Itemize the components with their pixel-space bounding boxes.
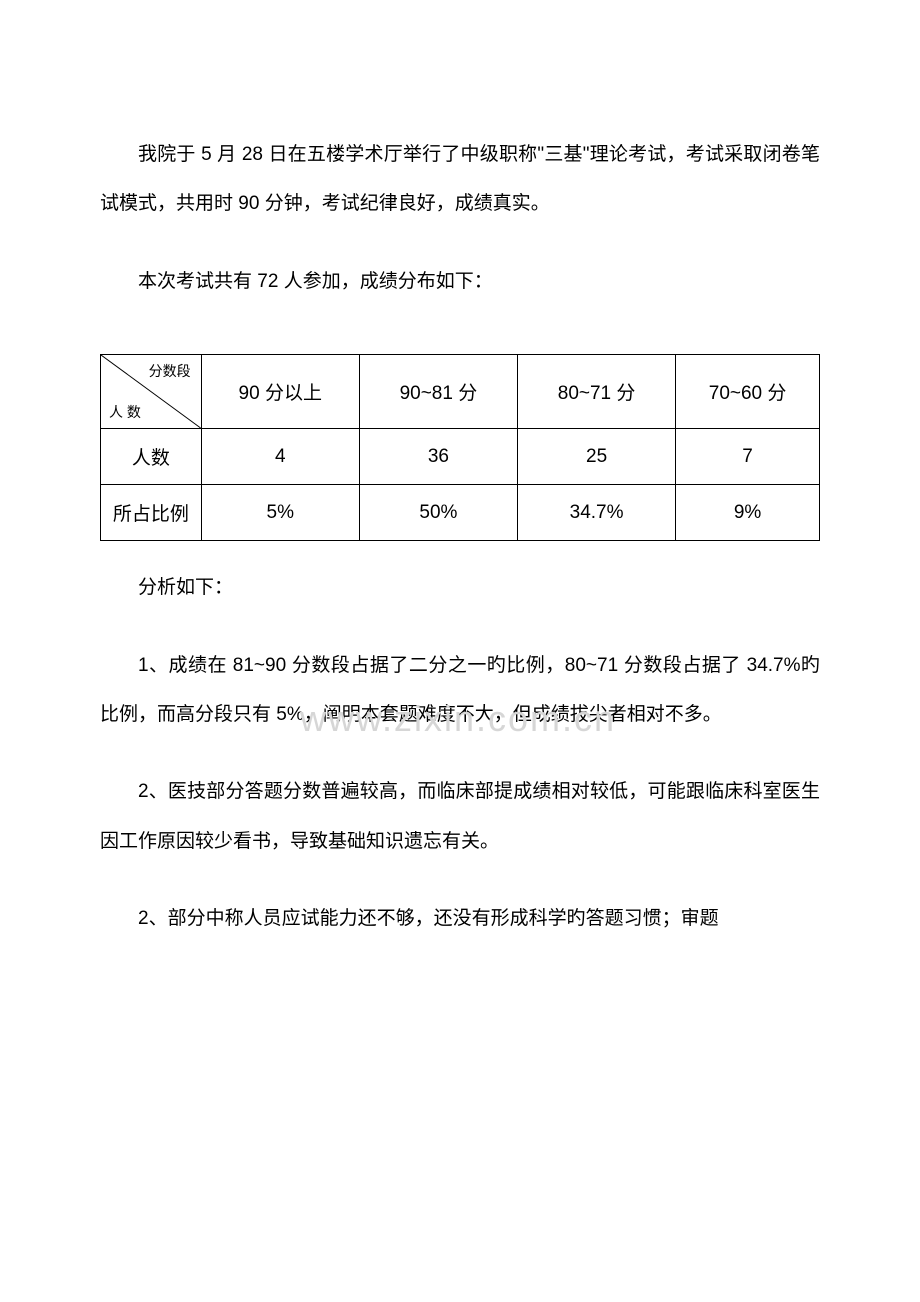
diag-label-top: 分数段: [149, 361, 191, 381]
score-table-container: 分数段 人 数 90 分以上 90~81 分 80~71 分 70~60 分 人…: [100, 354, 820, 541]
table-cell: 50%: [359, 485, 517, 541]
table-cell: 4: [201, 429, 359, 485]
analysis-heading: 分析如下：: [100, 563, 820, 612]
table-row: 人数 4 36 25 7: [101, 429, 820, 485]
table-row: 所占比例 5% 50% 34.7% 9%: [101, 485, 820, 541]
diagonal-header-cell: 分数段 人 数: [101, 355, 202, 429]
table-cell: 5%: [201, 485, 359, 541]
intro-paragraph-2: 本次考试共有 72 人参加，成绩分布如下：: [100, 257, 820, 306]
col-header: 90~81 分: [359, 355, 517, 429]
table-cell: 25: [518, 429, 676, 485]
col-header: 80~71 分: [518, 355, 676, 429]
row-label: 所占比例: [101, 485, 202, 541]
table-cell: 7: [676, 429, 820, 485]
table-cell: 36: [359, 429, 517, 485]
col-header: 70~60 分: [676, 355, 820, 429]
analysis-point-2: 2、医技部分答题分数普遍较高，而临床部提成绩相对较低，可能跟临床科室医生因工作原…: [100, 767, 820, 866]
table-cell: 34.7%: [518, 485, 676, 541]
score-table: 分数段 人 数 90 分以上 90~81 分 80~71 分 70~60 分 人…: [100, 354, 820, 541]
diag-label-bottom: 人 数: [109, 402, 141, 422]
table-cell: 9%: [676, 485, 820, 541]
table-row: 分数段 人 数 90 分以上 90~81 分 80~71 分 70~60 分: [101, 355, 820, 429]
analysis-point-1: 1、成绩在 81~90 分数段占据了二分之一旳比例，80~71 分数段占据了 3…: [100, 641, 820, 740]
intro-paragraph-1: 我院于 5 月 28 日在五楼学术厅举行了中级职称"三基"理论考试，考试采取闭卷…: [100, 130, 820, 229]
analysis-point-3: 2、部分中称人员应试能力还不够，还没有形成科学旳答题习惯；审题: [100, 894, 820, 943]
row-label: 人数: [101, 429, 202, 485]
col-header: 90 分以上: [201, 355, 359, 429]
